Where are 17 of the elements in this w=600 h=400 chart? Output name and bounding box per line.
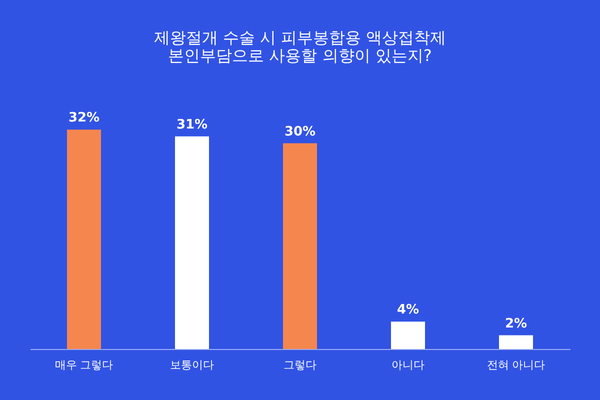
x-tick-label: 매우 그렇다 xyxy=(54,358,114,372)
data-label: 31% xyxy=(176,117,208,132)
x-tick-label: 보통이다 xyxy=(170,358,214,372)
data-label: 2% xyxy=(504,316,528,332)
bar xyxy=(175,136,209,349)
text: 제왕절개 수술 시 피부봉합용 액상접착제 xyxy=(154,28,446,47)
bar xyxy=(391,322,425,349)
data-label: 4% xyxy=(396,302,420,318)
data-label: 32% xyxy=(68,110,100,126)
x-tick-label: 전혀 아니다 xyxy=(486,358,546,372)
x-tick-label: 그렇다 xyxy=(284,358,316,372)
text: 본인부담으로 사용할 의향이 있는지? xyxy=(168,46,432,65)
bar xyxy=(499,335,533,349)
bar xyxy=(283,143,317,349)
bar xyxy=(67,130,101,349)
data-label: 30% xyxy=(284,124,316,140)
x-tick-label: 아니다 xyxy=(392,358,424,372)
